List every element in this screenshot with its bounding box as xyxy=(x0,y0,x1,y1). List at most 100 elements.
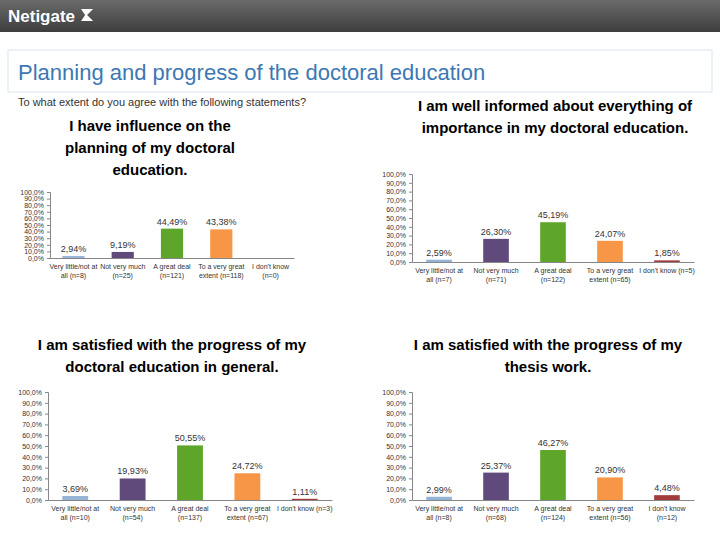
y-tick-label: 20,0% xyxy=(22,475,42,482)
y-tick: 20,0% xyxy=(22,475,48,482)
text-line: all (n=8) xyxy=(426,514,451,522)
y-tick-label: 40,0% xyxy=(386,454,406,461)
y-axis: 0,0%10,0%20,0%30,0%40,0%50,0%60,0%70,0%8… xyxy=(382,389,412,504)
y-tick-label: 10,0% xyxy=(24,248,44,255)
x-tick: To a very greatextent (n=118) xyxy=(198,258,244,280)
chart-title: I am well informed about everything of im… xyxy=(418,97,693,136)
text-line: thesis work. xyxy=(505,358,592,375)
chart: I have influence on theplanning of my do… xyxy=(20,117,294,280)
y-tick-mark xyxy=(45,489,48,490)
text-line: Very little/not at xyxy=(415,267,463,275)
text-line: I am satisfied with the progress of my xyxy=(414,336,683,353)
text-line: importance in my doctoral education. xyxy=(422,119,689,136)
data-label: 2,94% xyxy=(61,244,87,254)
y-tick: 0,0% xyxy=(390,497,412,504)
data-label: 46,27% xyxy=(538,438,569,448)
text-line: I am well informed about everything of xyxy=(418,97,693,114)
y-tick: 20,0% xyxy=(24,242,50,249)
data-labels: 3,69%19,93%50,55%24,72%1,11% xyxy=(62,433,317,496)
y-tick-mark xyxy=(409,227,412,228)
bar xyxy=(62,256,84,258)
y-tick-mark xyxy=(409,209,412,210)
y-tick: 90,0% xyxy=(24,195,50,202)
y-tick-label: 0,0% xyxy=(390,259,406,266)
data-label: 19,93% xyxy=(117,466,148,476)
y-tick: 50,0% xyxy=(386,443,412,450)
bar xyxy=(654,260,680,262)
x-tick: A great deal(n=124) xyxy=(534,500,572,522)
y-tick-mark xyxy=(409,174,412,175)
y-tick: 70,0% xyxy=(386,421,412,428)
data-label: 24,07% xyxy=(595,229,626,239)
y-tick-mark xyxy=(409,478,412,479)
text-line: I don't know xyxy=(252,263,290,270)
y-tick-mark xyxy=(409,424,412,425)
y-tick-label: 50,0% xyxy=(24,222,44,229)
y-tick-mark xyxy=(409,403,412,404)
y-tick-label: 50,0% xyxy=(386,443,406,450)
data-label: 1,85% xyxy=(654,248,680,258)
y-tick: 10,0% xyxy=(386,250,412,257)
y-tick: 100,0% xyxy=(20,189,50,196)
y-tick-mark xyxy=(409,183,412,184)
data-label: 1,11% xyxy=(292,487,317,497)
text-line: A great deal xyxy=(153,263,191,271)
y-tick: 60,0% xyxy=(386,206,412,213)
y-tick-mark xyxy=(409,446,412,447)
text-line: To a very great xyxy=(587,505,633,513)
bars xyxy=(426,450,680,500)
x-tick-label: A great deal(n=121) xyxy=(153,263,191,280)
y-tick-label: 50,0% xyxy=(22,443,42,450)
text-line: (n=68) xyxy=(486,514,506,522)
bar xyxy=(234,473,260,500)
y-tick-mark xyxy=(45,392,48,393)
data-label: 43,38% xyxy=(206,217,237,227)
y-tick-label: 10,0% xyxy=(386,250,406,257)
x-axis: Very little/not atall (n=8)Not very much… xyxy=(49,258,294,280)
x-tick: A great deal(n=137) xyxy=(171,500,209,522)
y-tick: 60,0% xyxy=(24,215,50,222)
bars xyxy=(62,229,232,258)
y-tick-label: 80,0% xyxy=(386,410,406,417)
text-line: extent (n=118) xyxy=(199,272,244,280)
x-tick: Very little/not atall (n=8) xyxy=(49,258,97,280)
y-tick-mark xyxy=(47,258,50,259)
text-line: Very little/not at xyxy=(49,263,97,271)
y-tick-mark xyxy=(409,200,412,201)
x-tick-label: A great deal(n=124) xyxy=(534,505,572,522)
chart: I am satisfied with the progress of my th… xyxy=(382,336,694,522)
x-axis: Very little/not atall (n=7)Not very much… xyxy=(413,262,695,284)
y-tick-label: 50,0% xyxy=(386,215,406,222)
x-axis: Very little/not atall (n=10)Not very muc… xyxy=(49,500,333,522)
data-label: 3,69% xyxy=(62,484,88,494)
y-tick-label: 40,0% xyxy=(22,454,42,461)
y-tick: 90,0% xyxy=(22,400,48,407)
text-line: (n=71) xyxy=(486,276,506,284)
bar xyxy=(483,239,509,262)
y-tick-label: 60,0% xyxy=(386,206,406,213)
data-label: 4,48% xyxy=(654,483,680,493)
y-axis: 0,0%10,0%20,0%30,0%40,0%50,0%60,0%70,0%8… xyxy=(18,389,48,504)
y-tick-mark xyxy=(409,457,412,458)
y-tick-label: 0,0% xyxy=(390,497,406,504)
y-tick-mark xyxy=(409,262,412,263)
y-tick-mark xyxy=(47,232,50,233)
y-tick-label: 70,0% xyxy=(386,421,406,428)
y-tick: 20,0% xyxy=(386,241,412,248)
y-tick: 10,0% xyxy=(24,248,50,255)
text-line: Very little/not at xyxy=(415,505,463,513)
y-tick-mark xyxy=(47,192,50,193)
x-tick: To a very greatextent (n=65) xyxy=(587,262,633,284)
y-tick-mark xyxy=(47,212,50,213)
y-tick-mark xyxy=(47,218,50,219)
bar xyxy=(177,445,203,500)
y-tick-mark xyxy=(45,500,48,501)
y-tick-mark xyxy=(409,468,412,469)
text-line: To a very great xyxy=(198,263,244,271)
y-tick: 40,0% xyxy=(386,454,412,461)
text-line: Not very much xyxy=(100,263,145,271)
y-tick-mark xyxy=(45,468,48,469)
y-tick-label: 20,0% xyxy=(386,241,406,248)
chart-title: I have influence on theplanning of my do… xyxy=(65,117,235,178)
text-line: Not very much xyxy=(110,505,155,513)
